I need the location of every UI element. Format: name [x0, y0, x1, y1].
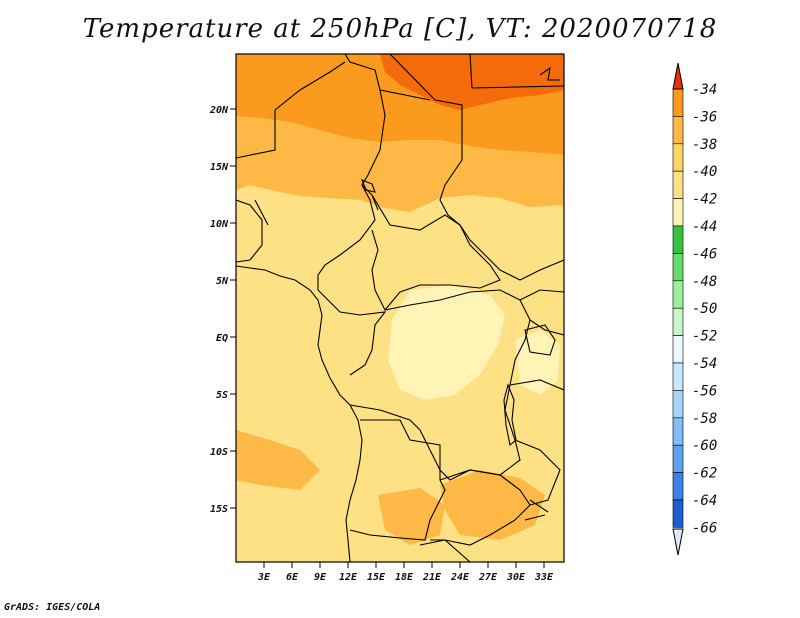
colorbar-label: -56	[692, 383, 717, 399]
grads-credit: GrADS: IGES/COLA	[4, 602, 101, 613]
lat-label: 5N	[216, 276, 229, 287]
border-car	[371, 194, 501, 311]
colorbar-bottom-arrow	[672, 528, 684, 556]
colorbar-box	[672, 88, 684, 117]
lon-label: 9E	[314, 572, 327, 583]
lon-label: 15E	[367, 572, 386, 583]
colorbar-labels: -34 -36 -38 -40 -42 -44 -46 -48 -50 -52 -54 -56 -58 -…	[692, 82, 717, 536]
border-niger-nigeria	[236, 61, 346, 159]
border-egypt-sudan	[469, 54, 564, 89]
lon-label: 21E	[422, 572, 442, 583]
colorbar-label: -34	[692, 82, 717, 98]
colorbar-box	[672, 444, 684, 473]
colorbar-box	[672, 143, 684, 172]
map-title: Temperature at 250hPa [C], VT: 202007071…	[82, 14, 718, 44]
colorbar-label: -42	[692, 192, 717, 208]
colorbar-label: -54	[692, 356, 717, 372]
lon-label: 30E	[506, 572, 526, 583]
band-40-38-south-east	[440, 470, 545, 540]
boundaries	[236, 54, 564, 562]
colorbar-label: -36	[692, 109, 717, 125]
lake-chad	[361, 179, 376, 193]
colorbar-box	[672, 170, 684, 199]
colorbar-top-arrow	[672, 62, 684, 90]
border-cameroon-gabon	[317, 289, 387, 376]
lon-label: 24E	[450, 572, 470, 583]
border-libya-sudan	[389, 54, 564, 281]
colorbar-label: -66	[692, 520, 717, 536]
colorbar-label: -44	[692, 219, 717, 235]
lat-axis: 20N 15N 10N 5N EQ 5S 10S 15S	[209, 105, 236, 515]
colorbar-box	[672, 472, 684, 501]
band-40-38-south-west	[378, 488, 445, 545]
coast-north-east	[539, 66, 560, 81]
colorbar-label: -52	[692, 329, 717, 345]
border-drc	[349, 289, 531, 481]
colorbar-label: -38	[692, 137, 717, 153]
map-frame	[235, 53, 565, 563]
lat-label: 10S	[210, 447, 228, 458]
band-40-38-west	[236, 430, 320, 490]
lon-label: 18E	[395, 572, 414, 583]
colorbar-box	[672, 253, 684, 282]
border-misc	[236, 89, 471, 562]
temperature-field	[236, 54, 564, 562]
lat-label: 15S	[210, 504, 228, 515]
colorbar-boxes	[672, 88, 684, 528]
colorbar-label: -48	[692, 274, 717, 290]
lon-label: 6E	[286, 572, 299, 583]
colorbar-label: -60	[692, 438, 717, 454]
lat-label: 15N	[210, 162, 229, 173]
lat-label: 10N	[210, 219, 229, 230]
lon-label: 27E	[478, 572, 498, 583]
colorbar-label: -40	[692, 164, 717, 180]
border-angola	[349, 419, 446, 541]
colorbar-label: -46	[692, 246, 717, 262]
colorbar-label: -58	[692, 411, 717, 427]
lon-label: 3E	[257, 572, 271, 583]
lat-label: 20N	[209, 105, 229, 116]
border-zambia	[430, 469, 531, 546]
lake-malawi	[524, 499, 549, 521]
coastline-west	[236, 265, 363, 562]
colorbar-label: -50	[692, 301, 717, 317]
lon-axis: 3E 6E 9E 12E 15E 18E 21E 24E 27E 30E 33E	[257, 562, 554, 583]
colorbar-box	[672, 499, 684, 528]
band-below-42-east	[515, 330, 560, 395]
colorbar-box	[672, 116, 684, 145]
colorbar-box	[672, 417, 684, 446]
colorbar-label: -64	[692, 493, 717, 509]
colorbar-box	[672, 362, 684, 391]
colorbar-label: -62	[692, 466, 717, 482]
lat-label: EQ	[216, 333, 228, 344]
colorbar-box	[672, 198, 684, 227]
colorbar-box	[672, 225, 684, 254]
colorbar: -34 -36 -38 -40 -42 -44 -46 -48 -50 -52 -54 -56 -58 -…	[672, 62, 717, 556]
lon-label: 33E	[534, 572, 554, 583]
colorbar-box	[672, 335, 684, 364]
lon-label: 12E	[339, 572, 358, 583]
border-nigeria-cameroon	[317, 184, 376, 290]
band-below-42-central	[388, 285, 505, 400]
border-east	[509, 289, 564, 506]
lat-label: 5S	[216, 390, 228, 401]
lake-victoria	[524, 324, 556, 356]
lake-tanganyika	[503, 383, 517, 447]
colorbar-box	[672, 280, 684, 309]
colorbar-box	[672, 390, 684, 419]
colorbar-box	[672, 307, 684, 336]
